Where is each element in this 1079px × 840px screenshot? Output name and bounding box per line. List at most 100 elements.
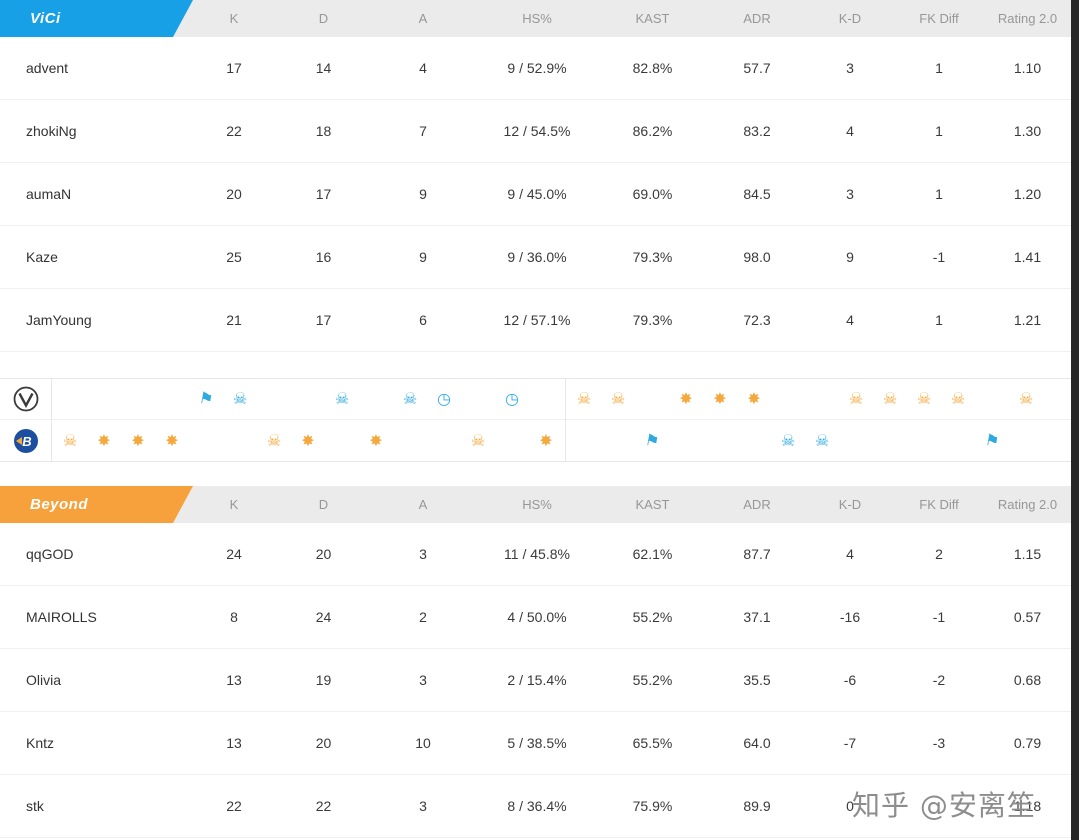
- stat-value: 55.2%: [632, 609, 673, 625]
- player-name[interactable]: JamYoung: [26, 312, 92, 328]
- stat-value: 1.41: [1013, 249, 1042, 265]
- stat-value: 13: [226, 672, 242, 688]
- round-skull-icon: ☠: [266, 430, 282, 450]
- vici-logo[interactable]: [0, 379, 52, 419]
- beyond-stats-table: K D A HS% KAST ADR K-D FK Diff Rating 2.…: [0, 486, 1079, 838]
- stat-value: 79.3%: [632, 249, 673, 265]
- stat-value: 3: [846, 186, 854, 202]
- round-explosion-icon: ✸: [369, 430, 383, 450]
- stat-value: 75.9%: [632, 798, 673, 814]
- stat-value: 10: [415, 735, 431, 751]
- player-row: zhokiNg 22 18 7 12 / 54.5% 86.2% 83.2 4 1 1.30: [0, 100, 1079, 163]
- stat-value: 1.15: [1013, 546, 1042, 562]
- round-flag-icon: ⚑: [983, 429, 1001, 451]
- stat-value: 1: [935, 123, 943, 139]
- col-header-rating: Rating 2.0: [997, 497, 1058, 512]
- player-name[interactable]: Kntz: [26, 735, 55, 751]
- svg-text:B: B: [22, 434, 31, 449]
- stat-value: 9: [846, 249, 854, 265]
- stat-value: 16: [315, 249, 332, 265]
- stat-value: 4 / 50.0%: [507, 609, 567, 625]
- col-header-kd: K-D: [838, 11, 862, 26]
- stat-value: 3: [419, 798, 427, 814]
- round-skull-icon: ☠: [848, 389, 864, 408]
- stat-value: 3: [846, 60, 854, 76]
- round-skull-icon: ☠: [814, 430, 830, 450]
- round-history: ⚑ ☠ ☠ ☠ ◷ ◷ ☠ ☠ ✸ ✸ ✸ ☠ ☠ ☠ ☠ ☠ B ☠ ✸ ✸ ✸ ☠ ✸ ✸ ☠ ✸ ⚑ ☠ ☠ ⚑: [0, 378, 1079, 462]
- player-row: JamYoung 21 17 6 12 / 57.1% 79.3% 72.3 4 1 1.21: [0, 289, 1079, 352]
- round-skull-icon: ☠: [1018, 389, 1034, 408]
- player-name[interactable]: qqGOD: [26, 546, 74, 562]
- player-name[interactable]: Kaze: [26, 249, 58, 265]
- stat-value: -16: [839, 609, 861, 625]
- stat-value: 1.20: [1013, 186, 1042, 202]
- stat-value: 24: [315, 609, 332, 625]
- player-name[interactable]: zhokiNg: [26, 123, 77, 139]
- stat-value: -1: [932, 609, 946, 625]
- half-divider: [565, 379, 566, 461]
- stat-value: 1.21: [1013, 312, 1042, 328]
- stat-value: 89.9: [743, 798, 771, 814]
- stat-value: 17: [315, 312, 332, 328]
- col-header-kast: KAST: [635, 11, 670, 26]
- stat-value: 4: [419, 60, 427, 76]
- stat-value: 1: [935, 312, 943, 328]
- stat-value: 55.2%: [632, 672, 673, 688]
- stat-value: 22: [226, 798, 242, 814]
- player-row: Olivia 13 19 3 2 / 15.4% 55.2% 35.5 -6 -2 0.68: [0, 649, 1079, 712]
- player-name[interactable]: MAIROLLS: [26, 609, 97, 625]
- col-header-a: A: [418, 497, 428, 512]
- stat-value: 9: [419, 186, 427, 202]
- col-header-fkdiff: FK Diff: [919, 11, 959, 26]
- vici-player-rows: advent 17 14 4 9 / 52.9% 82.8% 57.7 3 1 1.10 zhoki…: [0, 37, 1079, 352]
- stat-value: 79.3%: [632, 312, 673, 328]
- col-header-rating: Rating 2.0: [997, 11, 1058, 26]
- stat-value: 62.1%: [632, 546, 673, 562]
- vici-logo-graphic: [13, 386, 38, 412]
- team-name: ViCi: [30, 10, 61, 27]
- round-skull-icon: ☠: [882, 389, 898, 408]
- player-name[interactable]: advent: [26, 60, 69, 76]
- stat-value: 82.8%: [632, 60, 673, 76]
- round-skull-icon: ☠: [950, 389, 966, 408]
- player-row: advent 17 14 4 9 / 52.9% 82.8% 57.7 3 1 1.10: [0, 37, 1079, 100]
- round-explosion-icon: ✸: [679, 389, 693, 408]
- right-edge-strip: [1071, 0, 1079, 840]
- stat-value: 9: [419, 249, 427, 265]
- round-skull-icon: ☠: [610, 389, 626, 408]
- round-explosion-icon: ✸: [539, 430, 553, 450]
- stat-value: 25: [226, 249, 242, 265]
- stat-value: 57.7: [743, 60, 771, 76]
- round-flag-icon: ⚑: [643, 429, 661, 451]
- beyond-player-rows: qqGOD 24 20 3 11 / 45.8% 62.1% 87.7 4 2 1.15 MAIRO…: [0, 523, 1079, 838]
- col-header-fkdiff: FK Diff: [919, 497, 959, 512]
- col-header-kd: K-D: [838, 497, 862, 512]
- round-explosion-icon: ✸: [131, 430, 145, 450]
- stat-value: 1.30: [1013, 123, 1042, 139]
- round-explosion-icon: ✸: [301, 430, 315, 450]
- stat-value: 1.10: [1013, 60, 1042, 76]
- player-row: qqGOD 24 20 3 11 / 45.8% 62.1% 87.7 4 2 1.15: [0, 523, 1079, 586]
- stat-value: 84.5: [743, 186, 771, 202]
- round-skull-icon: ☠: [62, 430, 78, 450]
- stat-value: 2: [935, 546, 943, 562]
- stat-value: 65.5%: [632, 735, 673, 751]
- col-header-hs: HS%: [522, 11, 552, 26]
- col-header-hs: HS%: [522, 497, 552, 512]
- stat-value: -7: [843, 735, 857, 751]
- stat-value: 2 / 15.4%: [507, 672, 567, 688]
- beyond-logo[interactable]: B: [0, 420, 52, 461]
- player-name[interactable]: stk: [26, 798, 44, 814]
- player-name[interactable]: Olivia: [26, 672, 62, 688]
- stat-value: 6: [419, 312, 427, 328]
- round-explosion-icon: ✸: [97, 430, 111, 450]
- stat-value: 14: [315, 60, 332, 76]
- stat-value: 7: [419, 123, 427, 139]
- player-row: Kaze 25 16 9 9 / 36.0% 79.3% 98.0 9 -1 1.41: [0, 226, 1079, 289]
- stat-value: 3: [419, 546, 427, 562]
- col-header-d: D: [318, 497, 329, 512]
- stat-value: 12 / 54.5%: [503, 123, 571, 139]
- player-name[interactable]: aumaN: [26, 186, 72, 202]
- round-history-row-vici: ⚑ ☠ ☠ ☠ ◷ ◷ ☠ ☠ ✸ ✸ ✸ ☠ ☠ ☠ ☠ ☠: [0, 379, 1079, 420]
